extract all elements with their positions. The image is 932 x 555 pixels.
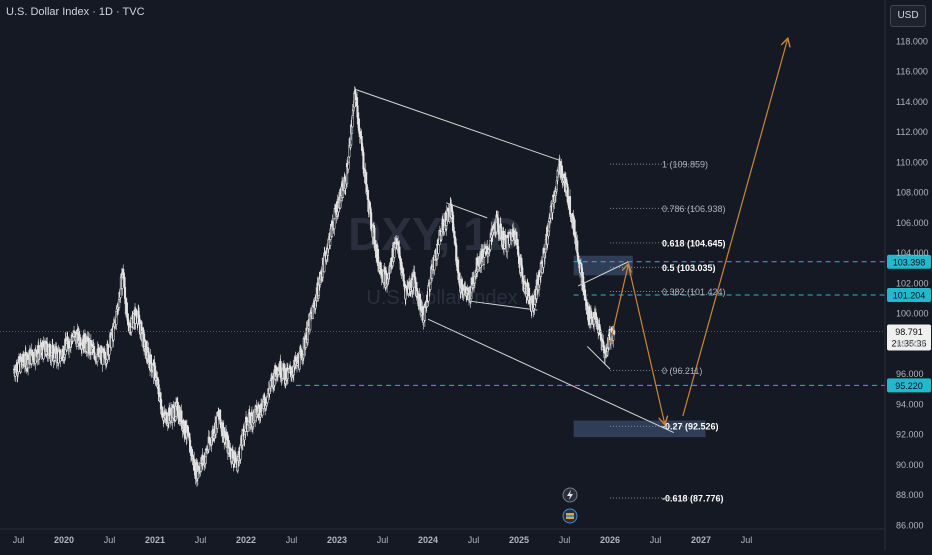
x-tick-label: Jul xyxy=(377,535,389,545)
currency-button-label: USD xyxy=(897,10,919,21)
x-tick-label: 2023 xyxy=(327,535,347,545)
y-tick-label: 94.000 xyxy=(896,399,924,409)
x-tick-label: Jul xyxy=(13,535,25,545)
candle-body xyxy=(414,277,417,284)
y-tick-label: 96.000 xyxy=(896,369,924,379)
highlight-zone[interactable] xyxy=(573,420,706,438)
fib-level-label: 0 (96.211) xyxy=(662,366,702,376)
candle-body xyxy=(566,186,569,203)
economic-event-icon[interactable] xyxy=(562,508,578,524)
projection-arrow[interactable] xyxy=(682,39,788,417)
x-tick-label: Jul xyxy=(468,535,480,545)
price-level-badge xyxy=(887,287,931,302)
candle-body xyxy=(289,366,292,372)
candle-body xyxy=(520,257,523,266)
candle-body xyxy=(506,237,509,253)
candle-body xyxy=(219,409,222,421)
x-tick-label: Jul xyxy=(104,535,116,545)
highlight-zone[interactable] xyxy=(573,255,633,276)
candle-body xyxy=(108,346,111,355)
x-tick-label: Jul xyxy=(559,535,571,545)
fib-level-label: 0.618 (104.645) xyxy=(662,238,726,248)
candle-body xyxy=(398,246,401,259)
fib-level-label: 0.382 (101.424) xyxy=(662,287,726,297)
x-tick-label: Jul xyxy=(195,535,207,545)
y-tick-label: 114.000 xyxy=(896,97,928,107)
candle-body xyxy=(482,257,486,265)
x-tick-label: Jul xyxy=(741,535,753,545)
x-tick-label: 2024 xyxy=(418,535,438,545)
candle-body xyxy=(455,244,458,262)
candle-body xyxy=(464,286,467,292)
y-tick-label: 112.000 xyxy=(896,127,928,137)
flash-icon[interactable] xyxy=(562,487,578,503)
fib-level-label: -0.27 (92.526) xyxy=(662,422,719,432)
y-tick-label: 118.000 xyxy=(896,37,928,47)
y-tick-label: 110.000 xyxy=(896,157,928,167)
x-tick-label: Jul xyxy=(650,535,662,545)
x-tick-label: 2020 xyxy=(54,535,74,545)
x-tick-label: 2022 xyxy=(236,535,256,545)
watermark-name: U.S. Dollar Index xyxy=(366,287,517,309)
y-tick-label: 98.000 xyxy=(896,339,924,349)
projection-arrow[interactable] xyxy=(609,265,628,344)
candle-body xyxy=(433,259,436,271)
x-tick-label: 2025 xyxy=(509,535,529,545)
candle-body xyxy=(357,118,360,131)
y-tick-label: 104.000 xyxy=(896,248,929,258)
x-tick-label: 2026 xyxy=(600,535,620,545)
candle-body xyxy=(31,349,34,356)
bar-countdown-label: 21:35:36 xyxy=(891,338,926,348)
last-price-label: 98.791 xyxy=(895,327,923,337)
price-level-label: 103.398 xyxy=(893,257,926,267)
candle-body xyxy=(246,424,249,432)
trendline[interactable] xyxy=(577,261,629,287)
fib-level-label: 1 (109.859) xyxy=(662,160,708,170)
projection-arrow[interactable] xyxy=(627,264,664,424)
candle-body xyxy=(110,336,113,348)
price-level-label: 101.204 xyxy=(893,290,926,300)
y-tick-label: 86.000 xyxy=(896,520,924,530)
y-tick-label: 102.000 xyxy=(896,278,929,288)
trendline[interactable] xyxy=(468,300,538,311)
x-tick-label: Jul xyxy=(286,535,298,545)
trendline[interactable] xyxy=(427,318,674,434)
candle-body xyxy=(497,217,500,227)
trendline[interactable] xyxy=(355,88,561,161)
fib-level-label: -0.618 (87.776) xyxy=(662,493,724,503)
last-price-badge xyxy=(887,324,931,351)
candle-body xyxy=(311,306,314,319)
candle-body xyxy=(568,196,572,215)
y-tick-label: 100.000 xyxy=(896,309,929,319)
x-tick-label: 2021 xyxy=(145,535,165,545)
price-level-badge xyxy=(887,254,931,269)
x-tick-label: 2027 xyxy=(691,535,711,545)
candle-body xyxy=(149,354,153,365)
y-tick-label: 106.000 xyxy=(896,218,929,228)
candle-body xyxy=(613,330,616,335)
candle-body xyxy=(126,313,129,321)
y-tick-label: 116.000 xyxy=(896,67,928,77)
candle-body xyxy=(517,246,520,255)
y-tick-label: 108.000 xyxy=(896,188,929,198)
y-tick-label: 88.000 xyxy=(896,490,924,500)
price-level-label: 95.220 xyxy=(895,381,923,391)
y-tick-label: 92.000 xyxy=(896,430,924,440)
fib-level-label: 0.786 (106.938) xyxy=(662,204,726,214)
price-level-badge xyxy=(887,378,931,393)
currency-button[interactable]: USD xyxy=(890,5,926,27)
candle-body xyxy=(489,240,492,250)
candle-body xyxy=(356,105,359,118)
candle-body xyxy=(447,208,450,212)
trendline[interactable] xyxy=(586,346,611,370)
y-tick-label: 90.000 xyxy=(896,460,924,470)
candle-body xyxy=(437,243,440,254)
chart-title: U.S. Dollar Index · 1D · TVC xyxy=(6,6,145,18)
fib-level-label: 0.5 (103.035) xyxy=(662,263,716,273)
trendline[interactable] xyxy=(446,202,488,219)
candle-body xyxy=(188,432,191,438)
